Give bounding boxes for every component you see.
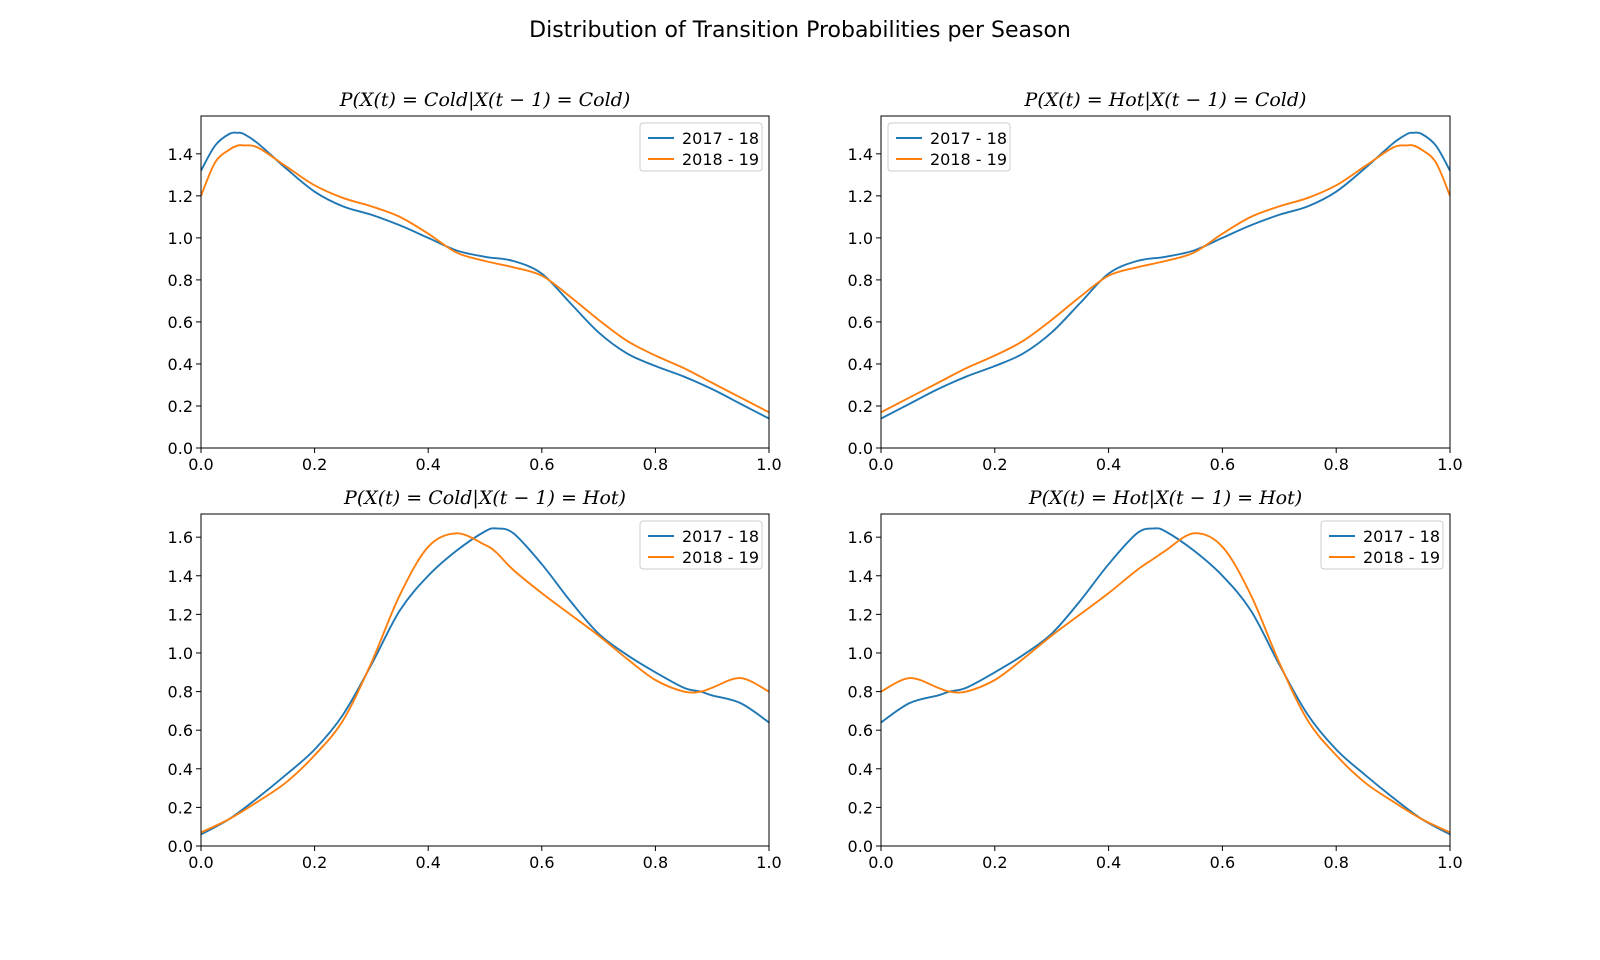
legend: 2017 - 18 2018 - 19	[887, 122, 1011, 172]
subplot-1: P(X(t) = Cold|X(t − 1) = Cold) 0.0 0.2 0.4 0…	[168, 89, 782, 474]
x-tick-label: 0.4	[415, 455, 440, 474]
y-tick-label: 1.2	[168, 605, 193, 624]
series-line	[881, 527, 1450, 836]
x-tick-label: 0.2	[982, 455, 1007, 474]
x-tick-label: 0.6	[1210, 853, 1235, 872]
y-tick-label: 0.2	[168, 397, 193, 416]
y-tick-label: 1.4	[168, 567, 193, 586]
legend-label: 2017 - 18	[682, 527, 759, 546]
x-tick-label: 0.0	[188, 455, 213, 474]
axes-frame	[880, 513, 1451, 847]
x-tick-label: 0.6	[529, 853, 554, 872]
x-tick-label: 0.4	[415, 853, 440, 872]
x-tick-label: 0.8	[643, 455, 668, 474]
y-tick-label: 0.0	[848, 837, 873, 856]
y-tick-label: 0.2	[168, 798, 193, 817]
subplot-title: P(X(t) = Hot|X(t − 1) = Cold)	[1024, 89, 1307, 111]
subplot-title: P(X(t) = Hot|X(t − 1) = Hot)	[1028, 487, 1302, 509]
y-tick-label: 0.6	[168, 721, 193, 740]
y-tick-label: 0.0	[168, 837, 193, 856]
legend: 2017 - 18 2018 - 19	[1320, 520, 1444, 570]
y-tick-label: 1.4	[848, 567, 873, 586]
y-tick-label: 1.2	[848, 605, 873, 624]
y-tick-label: 0.6	[168, 313, 193, 332]
legend-label: 2018 - 19	[682, 548, 759, 567]
x-tick-label: 0.2	[982, 853, 1007, 872]
x-tick-label: 0.6	[529, 455, 554, 474]
y-tick-label: 1.6	[848, 528, 873, 547]
subplot-title: P(X(t) = Cold|X(t − 1) = Hot)	[343, 487, 626, 509]
x-tick-label: 0.0	[868, 455, 893, 474]
legend: 2017 - 18 2018 - 19	[639, 122, 763, 172]
subplot-title: P(X(t) = Cold|X(t − 1) = Cold)	[339, 89, 631, 111]
legend: 2017 - 18 2018 - 19	[639, 520, 763, 570]
subplot-2: P(X(t) = Hot|X(t − 1) = Cold) 0.0 0.2 0.4 0.…	[848, 89, 1463, 474]
y-tick-label: 1.6	[168, 528, 193, 547]
x-tick-label: 0.0	[868, 853, 893, 872]
y-tick-label: 1.0	[168, 644, 193, 663]
legend-label: 2017 - 18	[682, 129, 759, 148]
x-tick-label: 0.4	[1096, 455, 1121, 474]
y-tick-label: 0.0	[168, 439, 193, 458]
axes-frame	[880, 115, 1451, 449]
x-tick-label: 1.0	[756, 455, 781, 474]
legend-label: 2018 - 19	[930, 150, 1007, 169]
y-tick-label: 0.8	[168, 683, 193, 702]
y-tick-label: 0.4	[848, 355, 873, 374]
y-tick-label: 0.6	[848, 313, 873, 332]
x-tick-label: 0.2	[302, 853, 327, 872]
legend-label: 2018 - 19	[682, 150, 759, 169]
axes-frame	[200, 513, 770, 847]
y-tick-label: 0.8	[848, 683, 873, 702]
series-line	[881, 131, 1450, 420]
y-tick-label: 1.2	[168, 187, 193, 206]
y-tick-label: 0.4	[848, 760, 873, 779]
x-tick-label: 0.6	[1210, 455, 1235, 474]
legend-label: 2017 - 18	[930, 129, 1007, 148]
y-tick-label: 0.8	[848, 271, 873, 290]
y-tick-label: 1.0	[168, 229, 193, 248]
y-tick-label: 0.4	[168, 355, 193, 374]
y-tick-label: 0.2	[848, 397, 873, 416]
y-tick-label: 0.6	[848, 721, 873, 740]
x-tick-label: 0.8	[643, 853, 668, 872]
x-tick-label: 0.8	[1323, 455, 1348, 474]
y-tick-label: 0.4	[168, 760, 193, 779]
subplot-3: P(X(t) = Cold|X(t − 1) = Hot) 0.0 0.2 0.4 0.…	[168, 487, 782, 872]
legend-label: 2017 - 18	[1363, 527, 1440, 546]
x-tick-label: 0.4	[1096, 853, 1121, 872]
x-tick-label: 1.0	[1437, 455, 1462, 474]
y-tick-label: 0.8	[168, 271, 193, 290]
y-tick-label: 1.4	[848, 145, 873, 164]
y-tick-label: 0.0	[848, 439, 873, 458]
x-tick-label: 0.0	[188, 853, 213, 872]
series-line	[201, 144, 769, 414]
y-tick-label: 1.0	[848, 644, 873, 663]
series-line	[201, 532, 769, 834]
series-line	[881, 532, 1450, 834]
x-tick-label: 1.0	[1437, 853, 1462, 872]
series-line	[201, 527, 769, 836]
y-tick-label: 0.2	[848, 798, 873, 817]
y-tick-label: 1.2	[848, 187, 873, 206]
axes-frame	[200, 115, 770, 449]
y-tick-label: 1.0	[848, 229, 873, 248]
x-tick-label: 0.8	[1323, 853, 1348, 872]
legend-label: 2018 - 19	[1363, 548, 1440, 567]
x-tick-label: 1.0	[756, 853, 781, 872]
figure-title: Distribution of Transition Probabilities…	[529, 18, 1071, 43]
x-tick-label: 0.2	[302, 455, 327, 474]
series-line	[201, 131, 769, 420]
y-tick-label: 1.4	[168, 145, 193, 164]
series-line	[881, 144, 1450, 414]
subplot-4: P(X(t) = Hot|X(t − 1) = Hot) 0.0 0.2 0.4 0.6…	[848, 487, 1463, 872]
